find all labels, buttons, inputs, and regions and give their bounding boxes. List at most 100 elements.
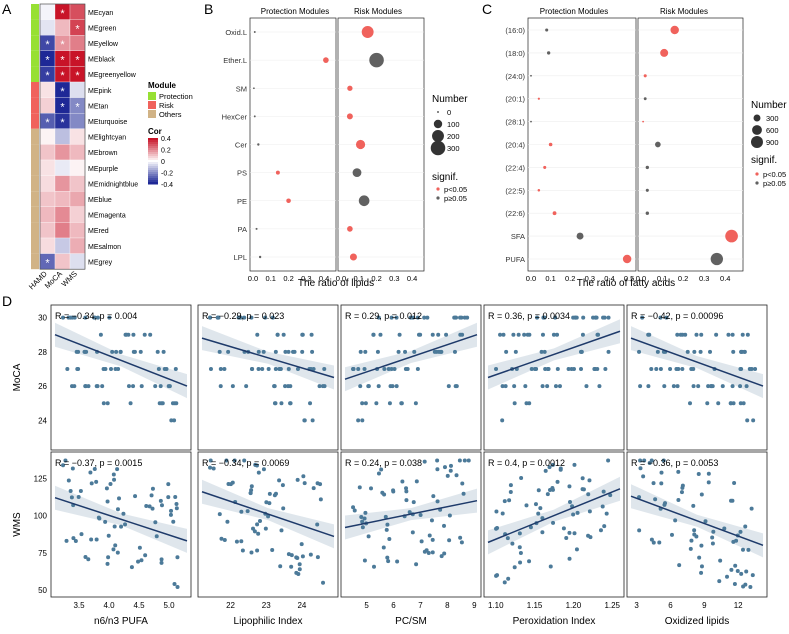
x-tick-label-left: 0.4 [319,274,329,283]
scatter-point [358,349,363,354]
category-label: Oxid.L [225,28,247,37]
scatter-point [442,465,447,470]
scatter-point [105,401,110,406]
scatter-point [430,332,435,337]
scatter-point [208,315,213,320]
data-point-right [347,226,353,232]
scatter-point [310,418,315,423]
scatter-point [680,485,685,490]
scatter-point [150,506,155,511]
category-label: PUFA [505,255,525,264]
column-axis-label: PC/SM [395,616,427,627]
correlation-stats: R = −0.29, p = 0.023 [202,311,284,321]
legend-module-label: Others [159,110,182,119]
scatter-point [679,490,684,495]
panel-label-b: B [204,1,213,17]
scatter-point [733,563,738,568]
x-tick-label: 9 [702,601,707,610]
legend-cor-gradient-step [148,158,158,161]
scatter-point [166,495,171,500]
scatter-point [388,384,393,389]
scatter-point [539,349,544,354]
column-axis-label: Lipophilic Index [234,616,303,627]
scatter-point [384,527,389,532]
scatter-point [65,366,70,371]
heatmap-cell [39,191,56,207]
scatter-point [294,570,299,575]
x-tick-label-left: 0.3 [301,274,311,283]
scatter-point [688,401,693,406]
scatter-point [138,349,143,354]
scatter-point [522,332,527,337]
scatter-point [234,539,239,544]
scatter-point [286,349,291,354]
module-label: MEblue [88,197,112,204]
scatter-point [746,547,751,552]
scatter-point [300,332,305,337]
scatter-point [311,486,316,491]
scatter-point [662,384,667,389]
scatter-point [422,549,427,554]
correlation-stats: R = −0.36, p = 0.0053 [631,458,718,468]
heatmap-cell [54,19,71,36]
scatter-point [75,366,80,371]
column-axis-label: n6/n3 PUFA [94,616,148,627]
scatter-point [250,366,255,371]
scatter-point [226,349,231,354]
scatter-point [676,497,681,502]
significance-star: * [60,101,65,113]
scatter-point [218,384,223,389]
scatter-point [637,349,642,354]
heatmap-cell [54,191,71,207]
scatter-point [278,564,283,569]
scatter-point [362,366,367,371]
scatter-point [551,332,556,337]
scatter-point [734,538,739,543]
module-strip-cell [31,97,39,114]
heatmap-cell [69,237,86,254]
x-tick-label-left: 0.2 [283,274,293,283]
scatter-point [315,481,320,486]
scatter-point [442,523,447,528]
scatter-point [302,418,307,423]
category-label: (18:0) [505,49,525,58]
scatter-point [263,315,268,320]
scatter-point [277,478,282,483]
data-point-right [645,165,649,170]
data-point-right [361,26,374,38]
module-label: MEsalmon [88,244,121,251]
scatter-point [442,551,447,556]
scatter-point [446,384,451,389]
scatter-point [575,510,580,515]
scatter-point [510,541,515,546]
scatter-point [710,535,715,540]
scatter-point [691,503,696,508]
scatter-point [254,463,259,468]
y-tick-label: 50 [38,586,47,595]
scatter-point [98,332,103,337]
legend-sig-dot [755,172,759,176]
scatter-point [717,579,722,584]
y-tick-label: 24 [38,416,47,425]
scatter-point [508,490,513,495]
scatter-point [435,458,440,463]
module-label: MEred [88,228,109,235]
scatter-point [397,332,402,337]
scatter-point [131,349,136,354]
scatter-point [726,332,731,337]
scatter-point [555,366,560,371]
scatter-point [230,384,235,389]
scatter-point [363,510,368,515]
scatter-point [606,458,611,463]
scatter-point [495,526,500,531]
legend-cor-gradient-step [148,138,158,141]
heatmap-cell [39,97,56,114]
scatter-point [728,401,733,406]
scatter-point [580,487,585,492]
x-tick-label-right: 0.0 [636,274,646,283]
scatter-point [352,508,357,513]
scatter-point [448,468,453,473]
legend-number-dot [430,140,446,156]
scatter-point [555,332,560,337]
scatter-point [500,418,505,423]
